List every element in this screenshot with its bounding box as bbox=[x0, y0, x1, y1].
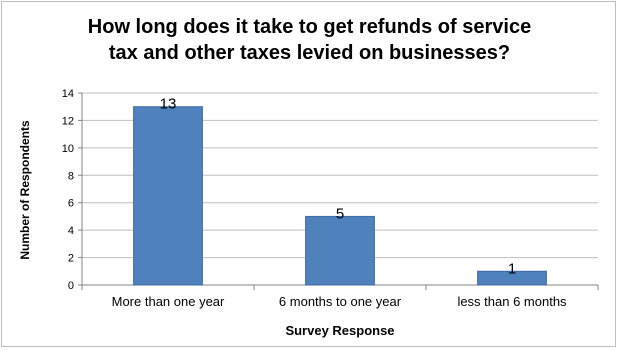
y-tick-label: 0 bbox=[68, 280, 74, 292]
x-tick-label: less than 6 months bbox=[457, 294, 567, 309]
chart-title-line-1: How long does it take to get refunds of … bbox=[87, 16, 532, 38]
chart-title: How long does it take to get refunds of … bbox=[0, 14, 619, 66]
bars bbox=[133, 106, 547, 286]
x-tick-label: More than one year bbox=[112, 294, 225, 309]
data-label: 5 bbox=[336, 205, 344, 222]
y-tick-label: 14 bbox=[62, 88, 74, 100]
bar bbox=[133, 106, 203, 286]
y-tick-label: 4 bbox=[68, 225, 74, 237]
y-tick-label: 10 bbox=[62, 143, 74, 155]
data-label: 1 bbox=[508, 260, 516, 277]
x-tick-labels: More than one year 6 months to one year le… bbox=[112, 294, 567, 309]
y-tick-label: 8 bbox=[68, 170, 74, 182]
bar bbox=[305, 215, 375, 286]
y-tick-label: 6 bbox=[68, 198, 74, 210]
x-tick-label: 6 months to one year bbox=[279, 294, 402, 309]
data-labels: 13 5 1 bbox=[160, 96, 517, 278]
bar bbox=[477, 270, 547, 286]
y-tick-label: 2 bbox=[68, 253, 74, 265]
y-tick-labels: 0 2 4 6 8 10 12 14 bbox=[62, 88, 74, 292]
y-tick-label: 12 bbox=[62, 115, 74, 127]
x-axis-label: Survey Response bbox=[285, 323, 395, 338]
data-label: 13 bbox=[160, 96, 177, 113]
chart-title-line-2: tax and other taxes levied on businesses… bbox=[108, 42, 511, 64]
